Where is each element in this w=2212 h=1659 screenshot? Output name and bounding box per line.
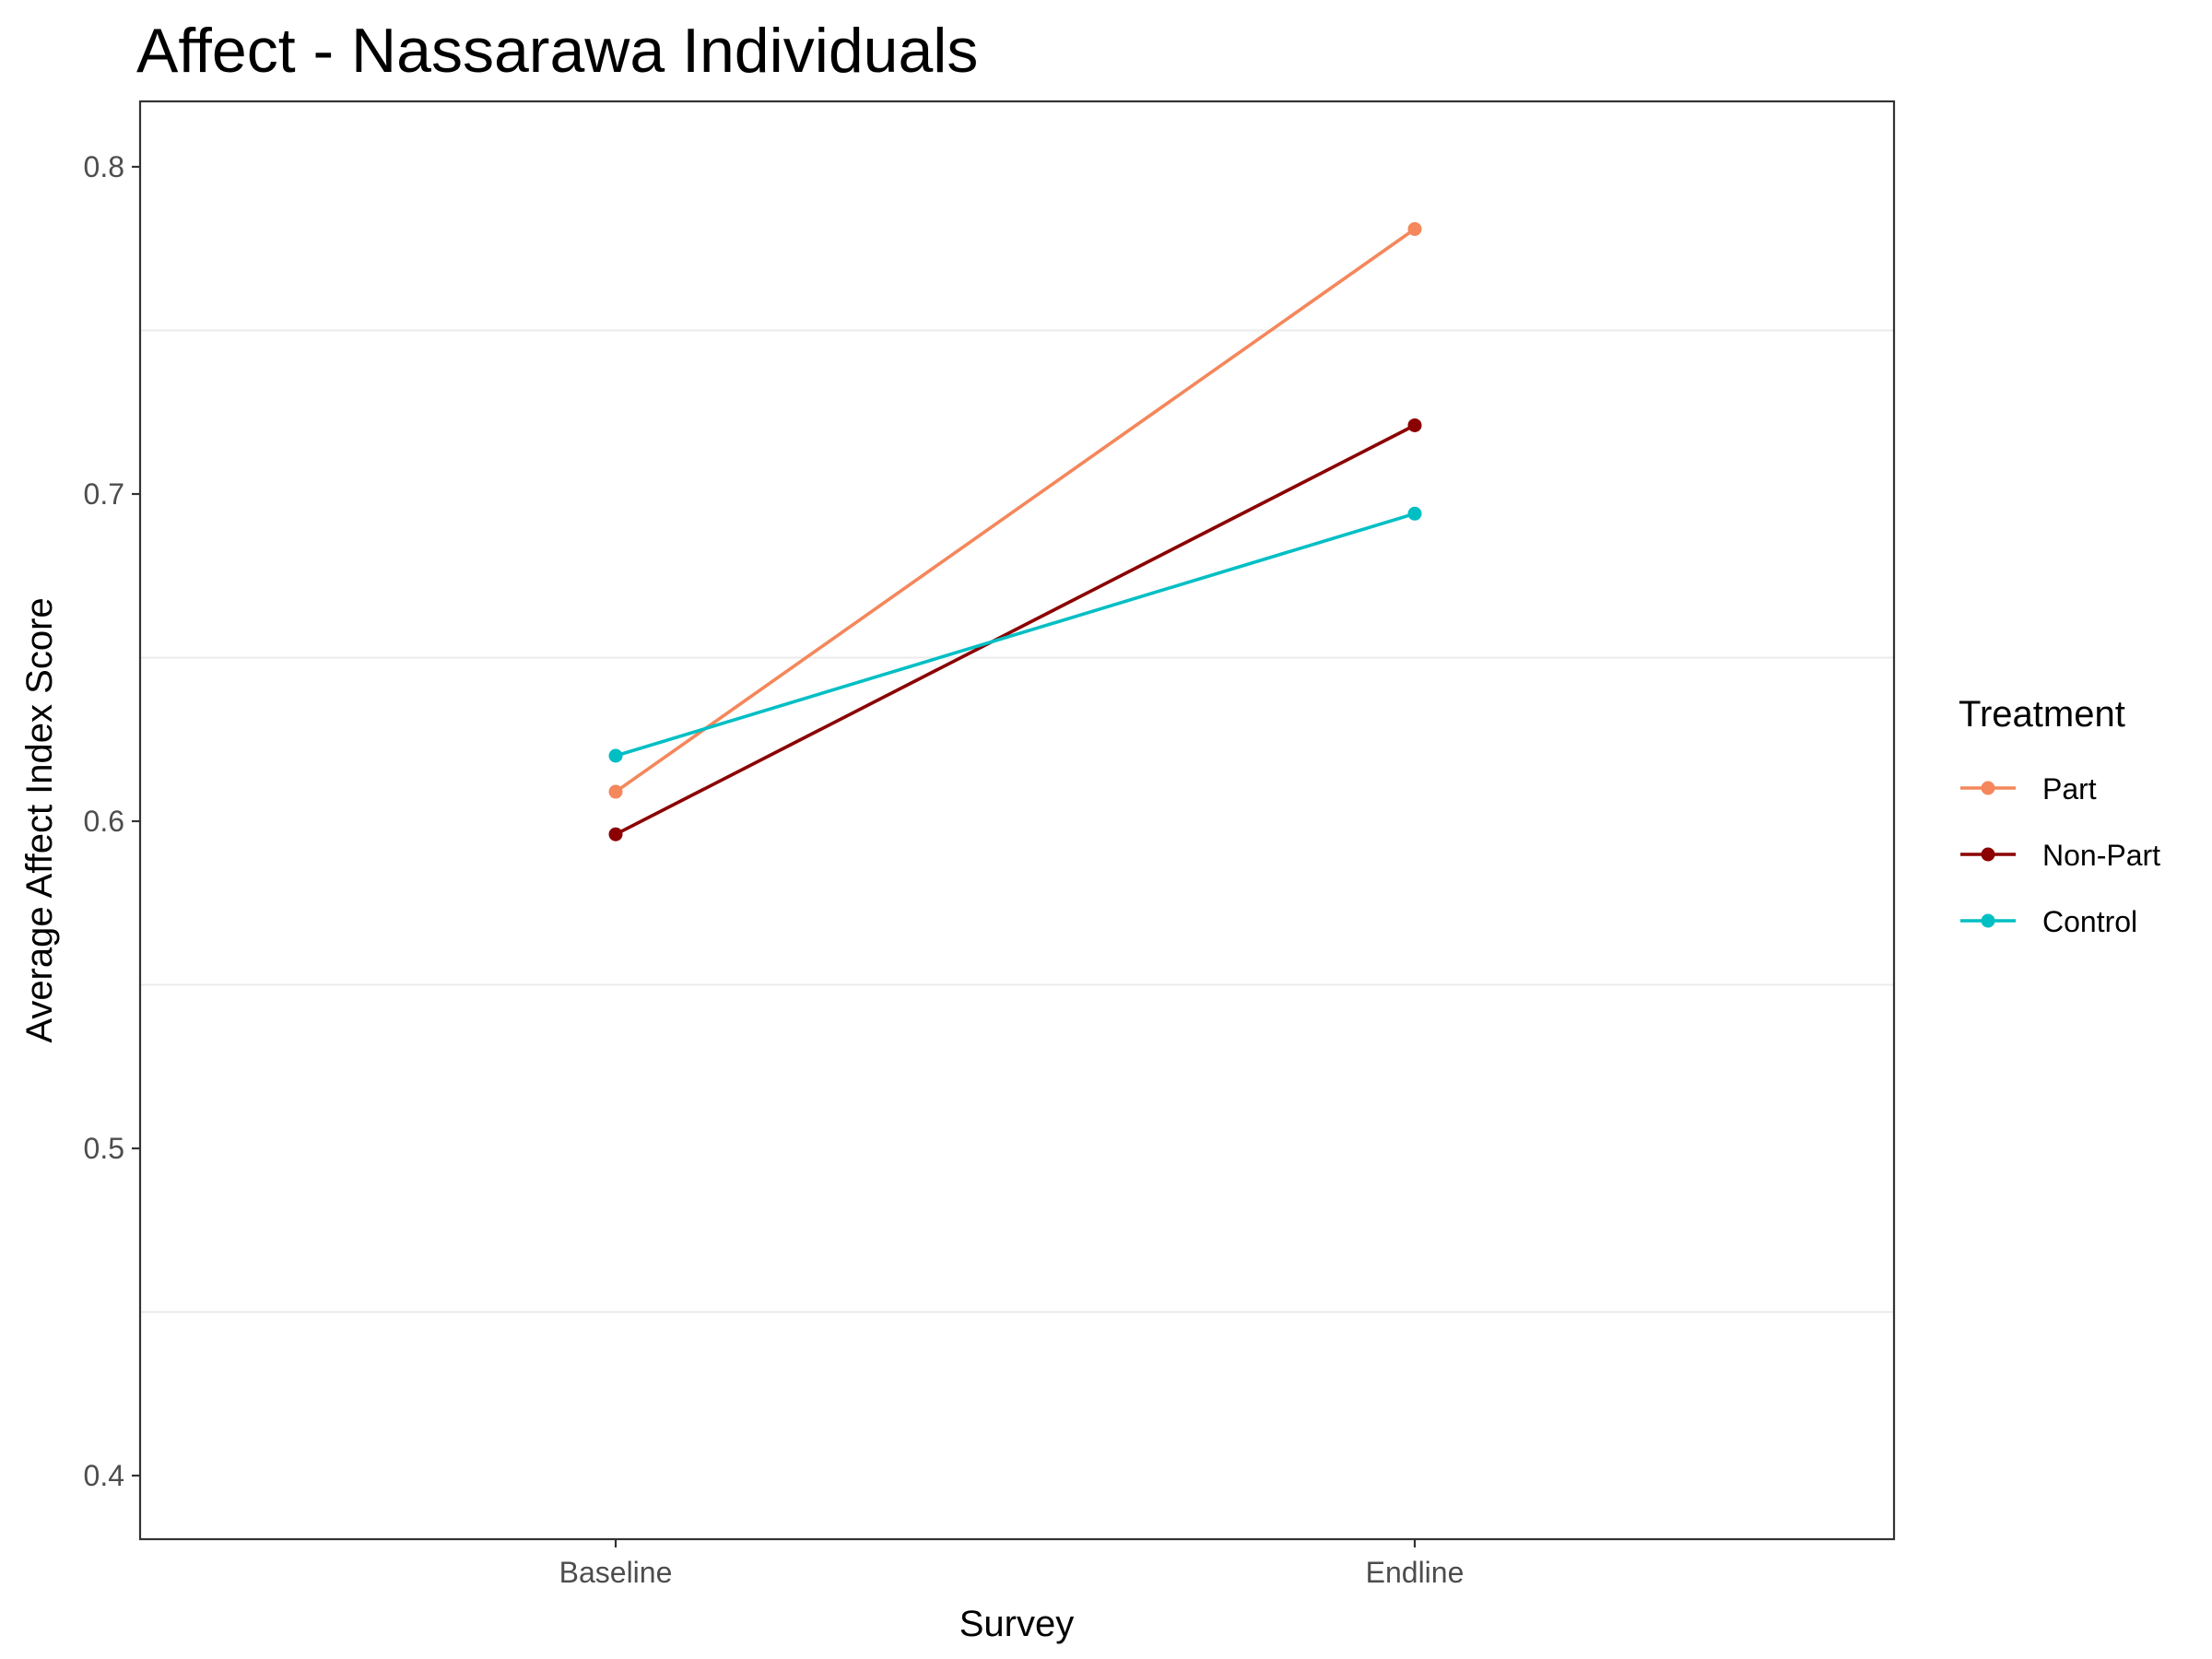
legend-key-point-control [1981,913,1995,928]
series-line-control [615,512,1416,758]
legend-items: Part Non-Part Control [1960,772,2160,938]
legend-label-part: Part [2042,772,2097,806]
legend-label-non-part: Non-Part [2042,839,2160,872]
data-point-control-1 [1407,506,1422,521]
data-point-non-part-0 [608,827,623,841]
data-point-part-1 [1407,221,1422,236]
chart-title: Affect - Nassarawa Individuals [136,16,978,86]
legend-item-part: Part [1960,772,2097,806]
legend: Treatment Part Non-Part Control [1959,694,2160,938]
data-point-non-part-1 [1407,418,1422,432]
series-line-part [614,227,1417,794]
y-tick-label: 0.5 [84,1132,124,1165]
series-layer [608,221,1422,841]
legend-title: Treatment [1959,694,2125,735]
y-tick-label: 0.7 [84,477,124,511]
plot-panel-border [138,100,1896,1541]
legend-key-point-non-part [1981,847,1995,862]
y-tick-label: 0.6 [84,805,124,838]
x-tick-label: Baseline [559,1556,673,1589]
x-axis: Baseline Endline [559,1539,1465,1589]
series-line-non-part [615,423,1416,836]
legend-key-point-part [1981,781,1995,795]
y-axis-title: Average Affect Index Score [19,597,60,1042]
legend-item-control: Control [1960,905,2137,938]
data-point-part-0 [608,784,623,799]
legend-label-control: Control [2042,905,2137,938]
y-tick-label: 0.8 [84,150,124,183]
data-point-control-0 [608,748,623,763]
legend-item-non-part: Non-Part [1960,839,2160,872]
x-tick-label: Endline [1366,1556,1465,1589]
gridlines [140,329,1894,1313]
y-axis: 0.4 0.5 0.6 0.7 0.8 [84,150,140,1492]
y-tick-label: 0.4 [84,1459,124,1492]
x-axis-title: Survey [959,1604,1075,1644]
